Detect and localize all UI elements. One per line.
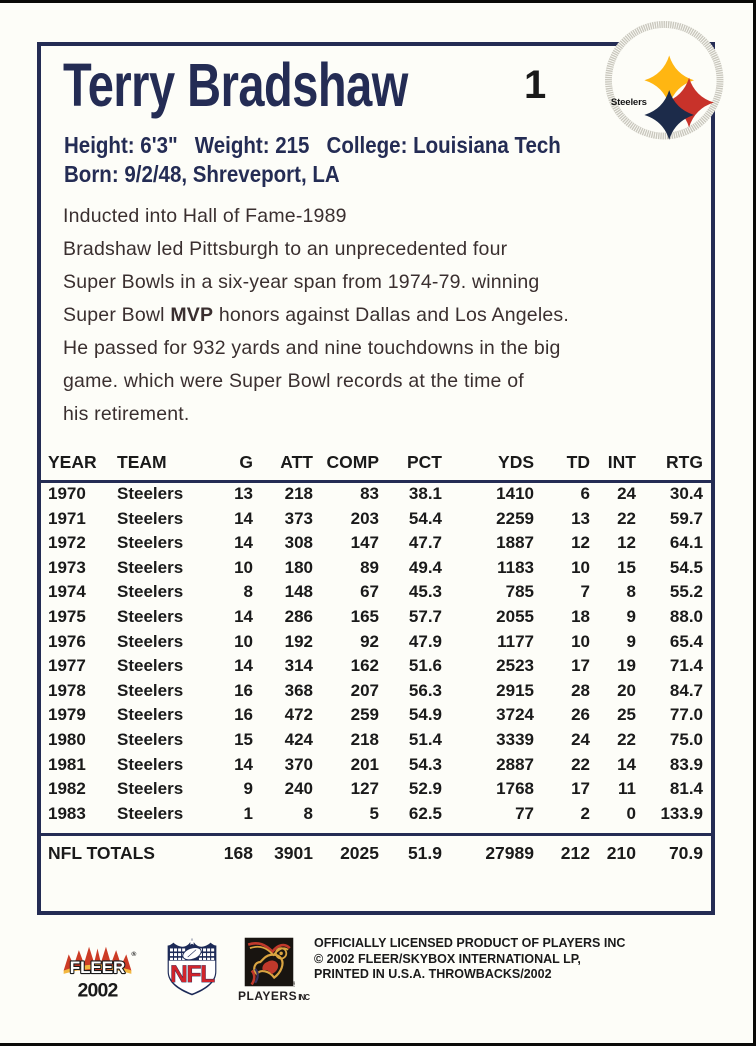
svg-text:®: ® (292, 980, 295, 988)
svg-text:NFL: NFL (170, 961, 215, 988)
svg-text:FLEER: FLEER (70, 958, 125, 977)
svg-text:2002: 2002 (78, 980, 119, 1002)
svg-text:Steelers: Steelers (611, 97, 647, 108)
svg-text:®: ® (131, 950, 136, 958)
